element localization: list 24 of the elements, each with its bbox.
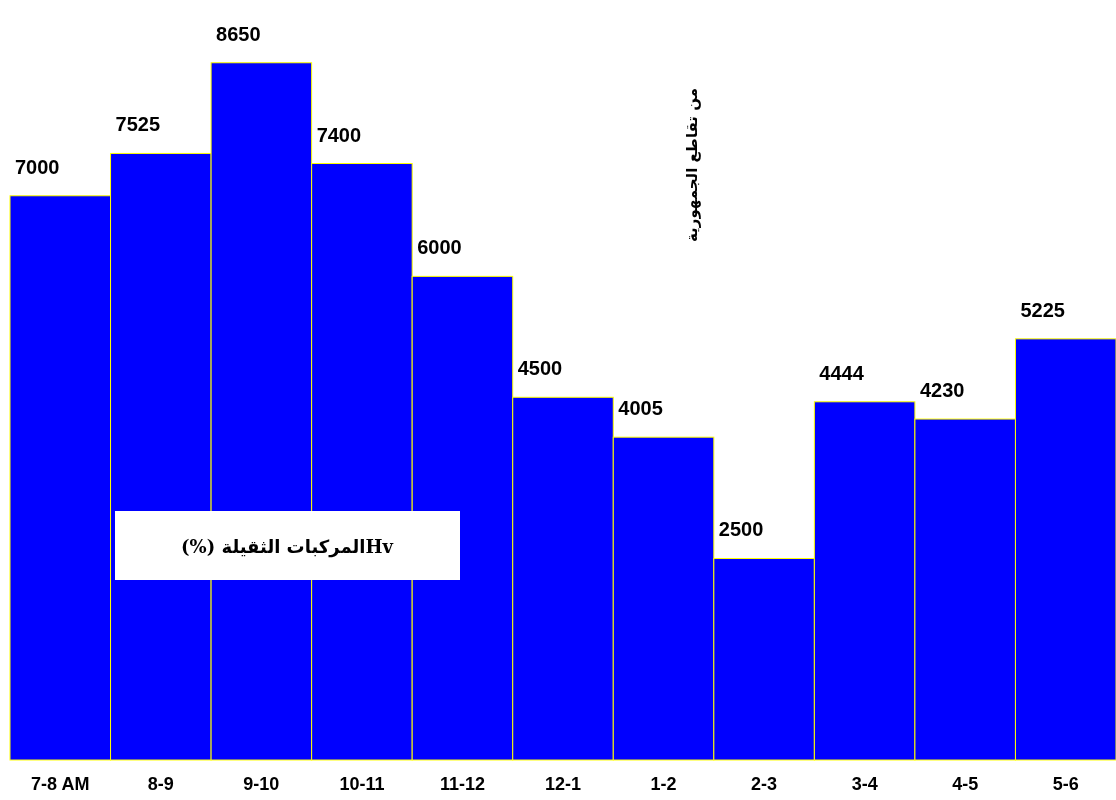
x-tick-label: 11-12 bbox=[439, 774, 485, 794]
data-label: 4005 bbox=[618, 397, 663, 420]
annotation: من تقاطع الجمهورية bbox=[683, 88, 701, 242]
data-label: 4500 bbox=[517, 357, 563, 380]
data-label: 7000 bbox=[15, 155, 60, 178]
x-tick-label: 5-6 bbox=[1052, 774, 1079, 794]
data-label: 5225 bbox=[1020, 298, 1065, 321]
data-label: 7525 bbox=[115, 113, 161, 136]
data-label: 4444 bbox=[819, 361, 865, 384]
x-tick-label: 9-10 bbox=[243, 774, 280, 794]
x-tick-label: 12-1 bbox=[544, 774, 582, 794]
x-tick-label: 10-11 bbox=[339, 774, 385, 794]
x-tick-label: 4-5 bbox=[952, 774, 979, 794]
x-tick-label: 1-2 bbox=[650, 774, 677, 794]
annotation: Hvالمركبات الثقيلة (%) bbox=[181, 536, 394, 558]
x-tick-label: 2-3 bbox=[751, 774, 778, 794]
x-tick-label: 3-4 bbox=[851, 774, 878, 794]
x-tick-label: 8-9 bbox=[147, 774, 174, 794]
x-tick-label: 7-8 AM bbox=[31, 774, 90, 794]
data-label: 8650 bbox=[216, 22, 261, 45]
data-label: 7400 bbox=[316, 123, 362, 146]
data-label: 2500 bbox=[718, 518, 764, 541]
data-label: 4230 bbox=[919, 379, 965, 402]
data-label: 6000 bbox=[417, 236, 462, 259]
